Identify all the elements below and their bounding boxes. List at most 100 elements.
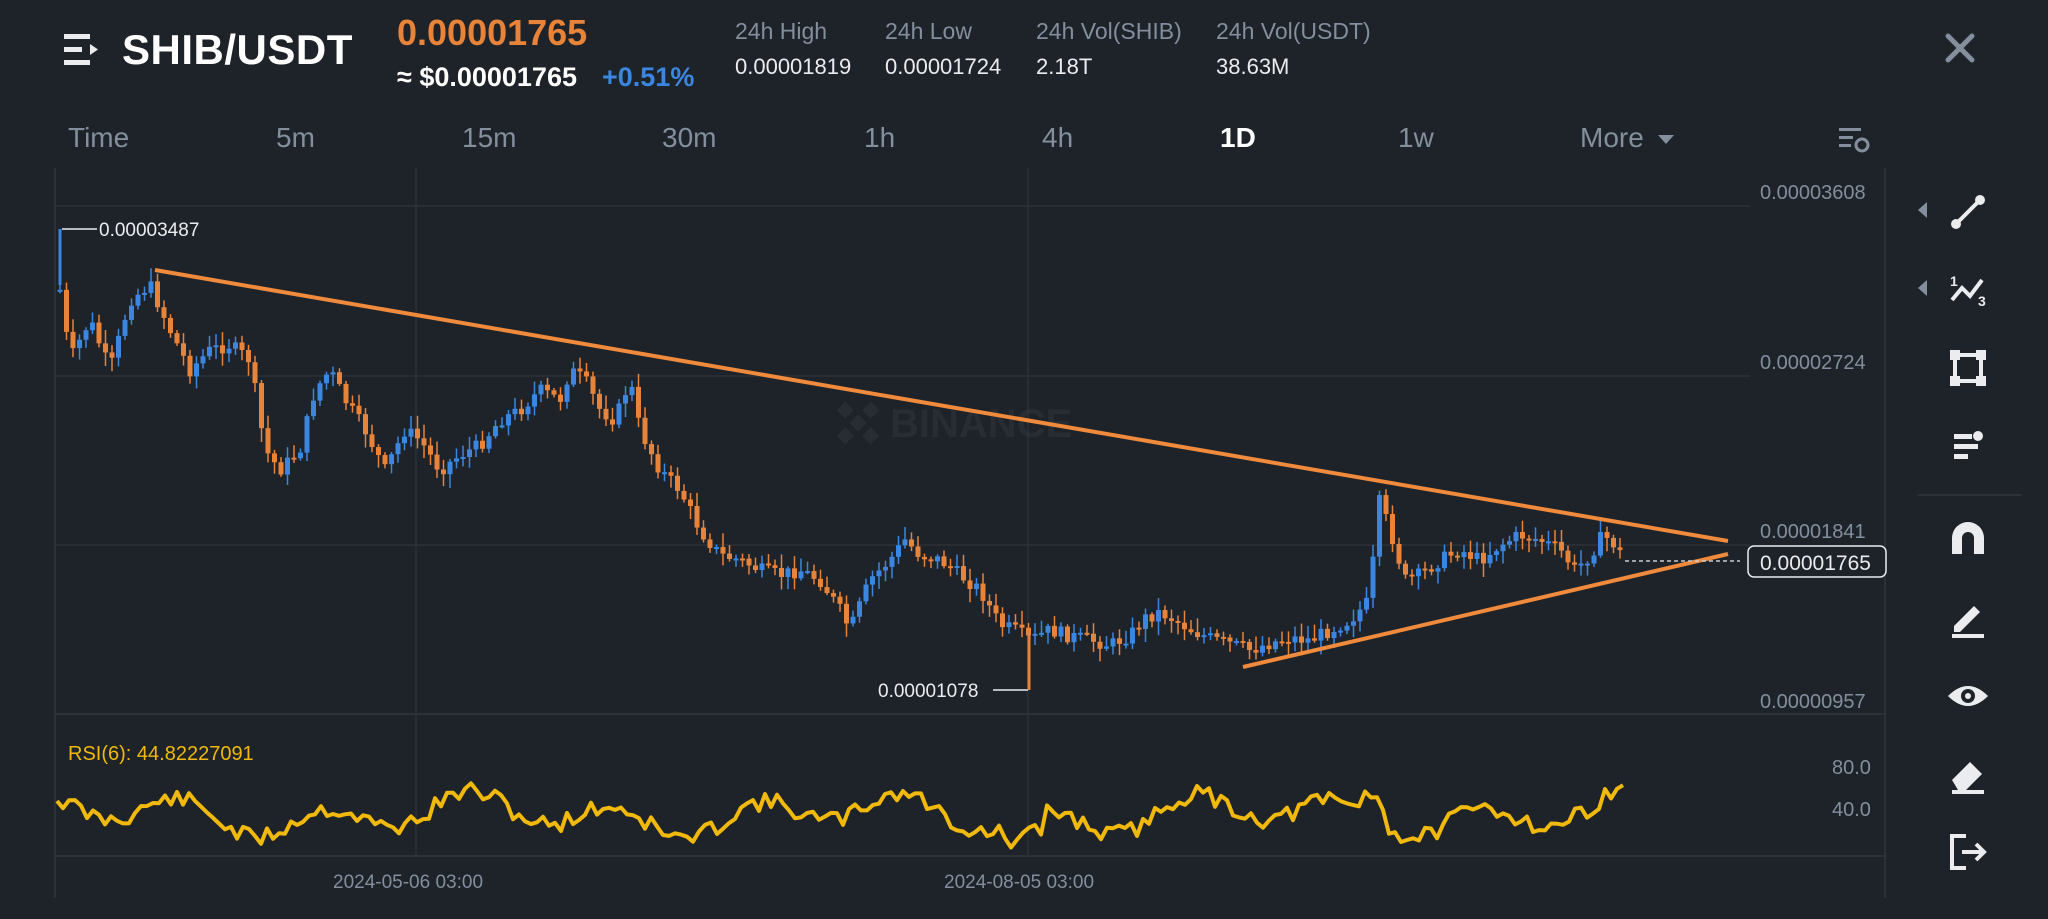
candle-body xyxy=(1461,552,1467,558)
candle-body xyxy=(356,405,362,415)
candle-body xyxy=(83,330,89,340)
candle-body xyxy=(1546,541,1551,544)
candle-body xyxy=(1292,636,1298,643)
tab-4h[interactable]: 4h xyxy=(1042,122,1074,153)
candle-body xyxy=(1136,627,1142,630)
candle-body xyxy=(161,307,167,318)
candle-body xyxy=(1097,641,1103,649)
candle-body xyxy=(629,386,635,396)
candle-body xyxy=(1130,627,1135,644)
candle-body xyxy=(298,452,303,459)
candle-body xyxy=(499,425,505,428)
candle-body xyxy=(1591,555,1597,564)
tab-30m[interactable]: 30m xyxy=(662,122,717,153)
candle-body xyxy=(1422,568,1428,571)
tab-1w[interactable]: 1w xyxy=(1398,122,1434,153)
upper-trendline[interactable] xyxy=(154,268,1729,543)
candle-body xyxy=(733,558,739,561)
stat-value-vol-usdt: 38.63M xyxy=(1216,54,1290,79)
candle-body xyxy=(64,289,69,332)
candle-body xyxy=(1442,551,1447,569)
candle-body xyxy=(1052,625,1057,637)
magnet-icon[interactable] xyxy=(1944,514,1992,562)
pair-title[interactable]: SHIB/USDT xyxy=(122,26,353,73)
candle-body xyxy=(1357,609,1363,622)
candle-body xyxy=(109,352,115,358)
tab-1d[interactable]: 1D xyxy=(1220,122,1256,153)
candle-body xyxy=(694,505,700,528)
candle-body xyxy=(954,565,960,568)
candle-body xyxy=(662,472,667,475)
candle-body xyxy=(649,444,654,455)
line-tool-icon[interactable] xyxy=(1944,188,1992,236)
candle-body xyxy=(311,400,316,417)
tab-more[interactable]: More xyxy=(1580,122,1674,154)
candle-body xyxy=(317,383,323,401)
candle-body xyxy=(363,414,368,435)
expand-arrow-icon[interactable] xyxy=(1918,280,1927,296)
candle-body xyxy=(135,294,141,306)
candle-body xyxy=(1286,641,1291,644)
candle-body xyxy=(876,570,882,577)
close-icon[interactable] xyxy=(1940,28,1980,68)
fibonacci-tool-icon[interactable]: 1 3 xyxy=(1944,266,1992,314)
candle-body xyxy=(1162,610,1168,619)
candle-body xyxy=(785,568,791,578)
eraser-icon[interactable] xyxy=(1944,750,1992,798)
candle-body xyxy=(935,556,940,562)
candle-body xyxy=(1221,636,1226,639)
candle-body xyxy=(824,587,830,594)
candle-body xyxy=(1253,649,1259,653)
change-percent: +0.51% xyxy=(602,62,695,92)
exit-icon[interactable] xyxy=(1944,828,1992,876)
candle-body xyxy=(714,547,719,550)
candle-body xyxy=(1149,614,1155,622)
candlestick-chart[interactable]: BINANCE 0.00003487 0.00001078 0.00003608… xyxy=(0,0,1900,919)
candle-body xyxy=(1143,614,1148,629)
tab-1h[interactable]: 1h xyxy=(864,122,896,153)
candle-body xyxy=(181,343,186,356)
chart-settings-icon[interactable] xyxy=(1836,122,1872,158)
current-price-label: 0.00001765 xyxy=(1760,552,1871,575)
candle-body xyxy=(1208,633,1213,636)
candle-body xyxy=(948,566,953,569)
candle-body xyxy=(194,363,199,377)
tab-15m[interactable]: 15m xyxy=(462,122,517,153)
pencil-icon[interactable] xyxy=(1944,594,1992,642)
usd-price: ≈ $0.00001765 xyxy=(397,62,577,92)
text-tool-icon[interactable] xyxy=(1944,422,1992,470)
candle-body xyxy=(636,386,641,418)
eye-icon[interactable] xyxy=(1944,672,1992,720)
candle-body xyxy=(1006,622,1012,628)
candle-body xyxy=(720,547,726,554)
candle-body xyxy=(1396,543,1402,564)
candle-body xyxy=(1533,538,1538,541)
candle-body xyxy=(506,414,511,426)
tab-5m[interactable]: 5m xyxy=(276,122,315,153)
candle-body xyxy=(168,317,173,334)
expand-arrow-icon[interactable] xyxy=(1918,202,1927,218)
candle-body xyxy=(1598,532,1603,556)
candle-body xyxy=(1240,640,1246,643)
candle-body xyxy=(1539,538,1545,542)
candle-body xyxy=(1084,632,1090,635)
candle-body xyxy=(174,333,180,344)
candle-body xyxy=(727,553,732,559)
shape-tool-icon[interactable] xyxy=(1944,344,1992,392)
menu-icon[interactable] xyxy=(62,30,102,70)
candle-body xyxy=(1383,495,1389,515)
rsi-axis-80: 80.0 xyxy=(1832,757,1871,779)
candle-body xyxy=(1585,563,1590,566)
candle-body xyxy=(1182,622,1187,630)
tab-time[interactable]: Time xyxy=(68,122,130,153)
svg-text:3: 3 xyxy=(1978,293,1986,309)
candle-body xyxy=(285,457,290,475)
candle-body xyxy=(1416,568,1421,577)
candle-body xyxy=(675,475,680,491)
candle-body xyxy=(922,556,927,560)
candle-body xyxy=(1455,555,1460,558)
last-price: 0.00001765 xyxy=(397,12,588,53)
candle-body xyxy=(226,348,232,354)
lower-trendline[interactable] xyxy=(1242,552,1729,669)
candle-body xyxy=(70,331,76,349)
